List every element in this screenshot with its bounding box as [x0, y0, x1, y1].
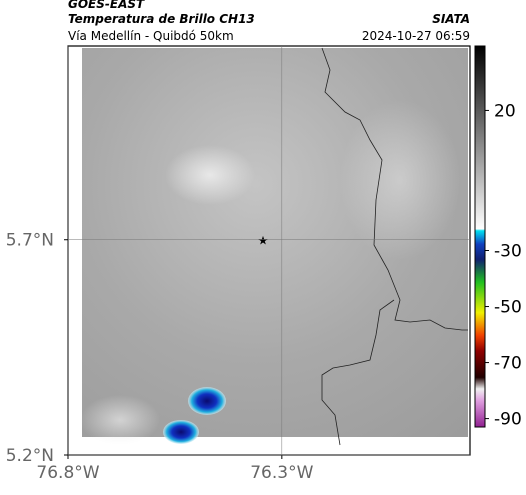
colorbar-label: -90 — [494, 410, 522, 430]
source: GOES-EAST — [68, 0, 145, 11]
colorbar-label: -70 — [494, 354, 522, 374]
y-tick-label: 5.7°N — [6, 231, 54, 251]
map-image — [80, 47, 468, 446]
x-tick-label: 76.8°W — [36, 463, 99, 483]
subtitle: Vía Medellín - Quibdó 50km — [68, 29, 234, 43]
colorbar-label: 20 — [494, 101, 516, 121]
y-tick-label: 5.2°N — [6, 446, 54, 466]
timestamp: 2024-10-27 06:59 — [362, 29, 470, 43]
org: SIATA — [432, 12, 470, 26]
colorbar-label: -50 — [494, 298, 522, 318]
x-tick-label: 76.3°W — [250, 463, 313, 483]
location-marker: ★ — [258, 234, 269, 248]
colorbar — [474, 45, 486, 428]
colorbar-label: -30 — [494, 242, 522, 262]
title: Temperatura de Brillo CH13 — [68, 12, 255, 26]
